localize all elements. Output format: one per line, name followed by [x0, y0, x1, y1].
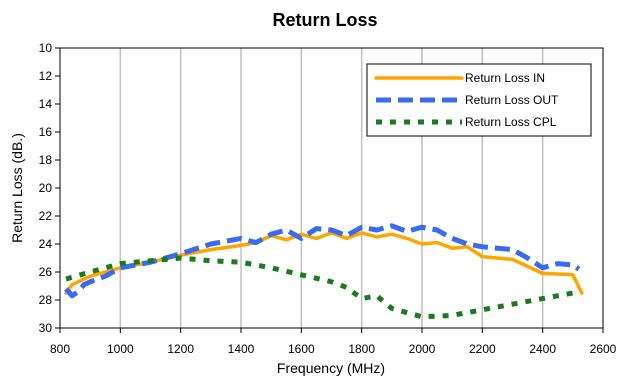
- y-tick-label: 16: [39, 125, 53, 139]
- series-line-0: [64, 231, 584, 295]
- x-tick-label: 1600: [288, 342, 315, 356]
- axis-ticks: 800 1000 1200 1400 1600 1800 2000 2200 2400 2600 1…: [39, 41, 617, 356]
- x-tick-label: 2400: [529, 342, 556, 356]
- y-tick-label: 14: [39, 97, 53, 111]
- x-tick-label: 2000: [409, 342, 436, 356]
- y-tick-label: 10: [39, 41, 53, 55]
- y-axis-label: Return Loss (dB.): [9, 133, 25, 243]
- x-tick-label: 1400: [228, 342, 255, 356]
- legend-items: Return Loss IN Return Loss OUT Return Loss…: [374, 71, 559, 129]
- x-tick-label: 2200: [469, 342, 496, 356]
- legend-label-1: Return Loss OUT: [465, 93, 559, 107]
- y-tick-label: 24: [39, 237, 53, 251]
- series-lines: [64, 223, 584, 320]
- chart-title: Return Loss: [272, 10, 377, 30]
- y-tick-label: 28: [39, 293, 53, 307]
- legend-label-0: Return Loss IN: [465, 71, 545, 85]
- y-tick-label: 12: [39, 69, 53, 83]
- y-tick-label: 26: [39, 265, 53, 279]
- y-tick-label: 20: [39, 181, 53, 195]
- y-tick-label: 22: [39, 209, 53, 223]
- x-tick-label: 2600: [590, 342, 617, 356]
- series-line-1: [64, 223, 581, 299]
- legend-label-2: Return Loss CPL: [465, 115, 557, 129]
- y-tick-label: 18: [39, 153, 53, 167]
- x-tick-label: 1200: [167, 342, 194, 356]
- legend: Return Loss IN Return Loss OUT Return Loss…: [366, 63, 592, 137]
- series-line-2: [65, 255, 580, 320]
- x-axis-label: Frequency (MHz): [277, 360, 385, 376]
- x-tick-label: 800: [50, 342, 70, 356]
- x-tick-label: 1000: [107, 342, 134, 356]
- x-tick-label: 1800: [348, 342, 375, 356]
- y-tick-label: 30: [39, 321, 53, 335]
